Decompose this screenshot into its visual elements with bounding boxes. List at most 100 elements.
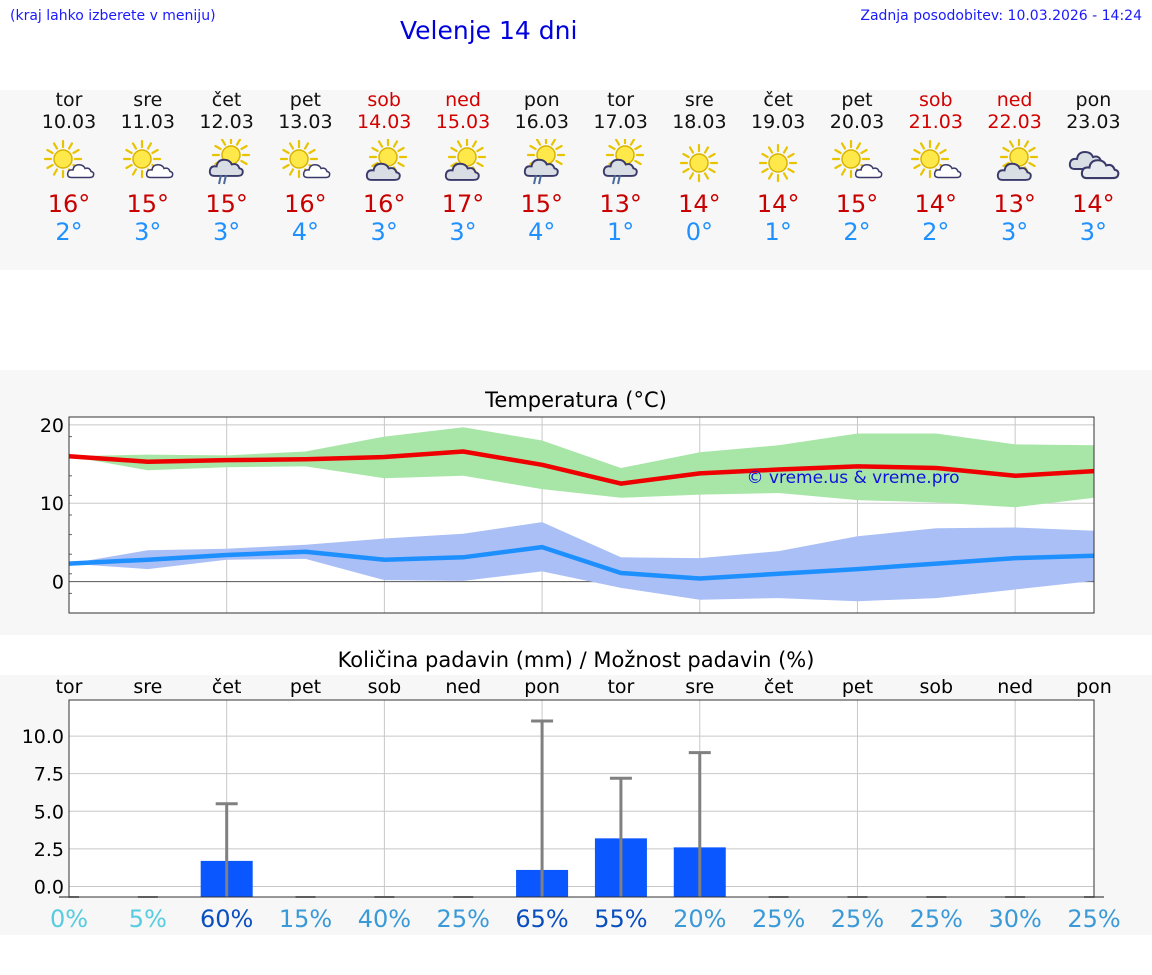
max-temperature: 16°: [284, 190, 327, 218]
day-name: tor: [55, 89, 83, 111]
day-column: pet 20.03 15° 2°: [817, 89, 897, 246]
max-temperature-line: [68, 449, 1095, 486]
sun-cloud-rain-icon: [602, 139, 644, 185]
max-temperature: 14°: [1072, 190, 1115, 218]
day-name: čet: [763, 89, 793, 111]
forecast-band: [0, 90, 1152, 270]
category-label: pet: [842, 676, 873, 698]
day-date: 14.03: [356, 111, 412, 133]
min-temperature: 2°: [922, 218, 950, 246]
sun-big-cloud-icon: [444, 139, 487, 181]
watermark: © vreme.us & vreme.pro: [746, 468, 959, 488]
max-temperature: 15°: [126, 190, 170, 218]
max-temperature: 13°: [599, 190, 642, 218]
min-temperature: 3°: [134, 218, 162, 246]
day-date: 19.03: [750, 111, 806, 133]
min-temperature: 3°: [449, 218, 477, 246]
precipitation-probability: 60%: [200, 905, 253, 933]
precipitation-probability: 25%: [437, 905, 490, 933]
y-tick-label: 7.5: [34, 764, 64, 786]
precipitation-probability: 20%: [673, 905, 726, 933]
sun-cloud-icon: [280, 139, 331, 179]
min-temperature: 3°: [212, 218, 241, 246]
y-tick-label: 20: [40, 415, 64, 437]
day-date: 23.03: [1066, 111, 1121, 133]
day-column: pet 13.03 16° 4°: [265, 89, 345, 246]
day-column: čet 12.03 15° 3°: [187, 89, 267, 246]
day-date: 12.03: [199, 111, 254, 133]
min-temperature: 2°: [55, 218, 83, 246]
precipitation-probability: 15%: [279, 905, 332, 933]
max-temperature: 17°: [441, 190, 485, 218]
day-name: pon: [1075, 89, 1112, 111]
day-name: pon: [523, 89, 560, 111]
precipitation-probability: 5%: [129, 905, 167, 933]
last-updated: Zadnja posodobitev: 10.03.2026 - 14:24: [860, 8, 1142, 24]
precipitation-probability: 25%: [831, 905, 884, 933]
category-label: ned: [997, 676, 1033, 698]
category-label: tor: [56, 676, 83, 698]
day-column: sre 11.03 15° 3°: [108, 89, 188, 246]
precipitation-probability: 0%: [50, 905, 88, 933]
day-column: tor 10.03 16° 2°: [29, 89, 109, 246]
y-tick-label: 10: [40, 493, 64, 515]
precipitation-probability: 40%: [358, 905, 411, 933]
category-label: ned: [445, 676, 481, 698]
category-label: pon: [524, 676, 560, 698]
plot-border: [68, 416, 1095, 614]
sun-cloud-icon: [43, 139, 95, 179]
max-temperature: 15°: [520, 190, 564, 218]
day-name: sob: [919, 89, 953, 111]
precipitation-probability: 25%: [1067, 905, 1120, 933]
sun-icon: [680, 143, 719, 183]
sun-cloud-icon: [122, 139, 174, 179]
temperature-chart-title: Temperatura (°C): [485, 388, 667, 412]
category-label: čet: [764, 676, 794, 698]
day-column: čet 19.03 14° 1°: [738, 89, 818, 246]
day-name: pet: [841, 89, 873, 111]
category-label: sre: [685, 676, 714, 698]
page-title: Velenje 14 dni: [400, 16, 578, 45]
min-temperature: 4°: [291, 218, 320, 246]
min-temperature: 1°: [606, 218, 635, 246]
day-column: ned 15.03 17° 3°: [423, 89, 503, 246]
precipitation-probability: 65%: [515, 905, 568, 933]
y-tick-label: 5.0: [34, 801, 64, 823]
max-temperature: 14°: [678, 190, 721, 218]
day-column: sre 18.03 14° 0°: [659, 89, 739, 246]
day-date: 18.03: [672, 111, 727, 133]
y-tick-label: 2.5: [34, 839, 64, 861]
max-temperature: 14°: [756, 190, 800, 218]
day-date: 17.03: [593, 111, 648, 133]
day-name: tor: [607, 89, 635, 111]
day-column: sob 21.03 14° 2°: [896, 89, 976, 246]
day-date: 13.03: [278, 111, 333, 133]
sun-cloud-icon: [831, 139, 883, 179]
precipitation-probability: 25%: [910, 905, 963, 933]
day-column: pon 23.03 14° 3°: [1053, 89, 1133, 246]
max-temperature: 16°: [362, 190, 406, 218]
min-temperature: 2°: [843, 218, 871, 246]
precipitation-chart: 0.0 2.5 5.0 7.5 10.0 tor sre čet pet sob ned pon tor…: [22, 676, 1121, 933]
clouds-icon: [1069, 150, 1120, 180]
min-temperature: 0°: [685, 218, 714, 246]
day-date: 20.03: [829, 111, 885, 133]
day-column: tor 17.03 13° 1°: [581, 89, 661, 246]
max-temperature: 13°: [993, 190, 1036, 218]
precipitation-probability: 30%: [988, 905, 1041, 933]
sun-big-cloud-icon: [996, 139, 1038, 181]
day-date: 22.03: [987, 111, 1042, 133]
category-label: sob: [368, 676, 402, 698]
category-label: sre: [133, 676, 162, 698]
category-label: pet: [290, 676, 321, 698]
y-tick-label: 0: [52, 572, 64, 594]
category-label: sob: [920, 676, 954, 698]
plot-border: [68, 699, 1095, 898]
day-date: 16.03: [514, 111, 569, 133]
min-temperature-line: [68, 544, 1095, 581]
max-temperature: 15°: [205, 190, 248, 218]
day-name: ned: [996, 89, 1033, 111]
max-temperature-range: [69, 427, 1094, 508]
day-name: sre: [684, 89, 714, 111]
sun-icon: [759, 143, 798, 183]
